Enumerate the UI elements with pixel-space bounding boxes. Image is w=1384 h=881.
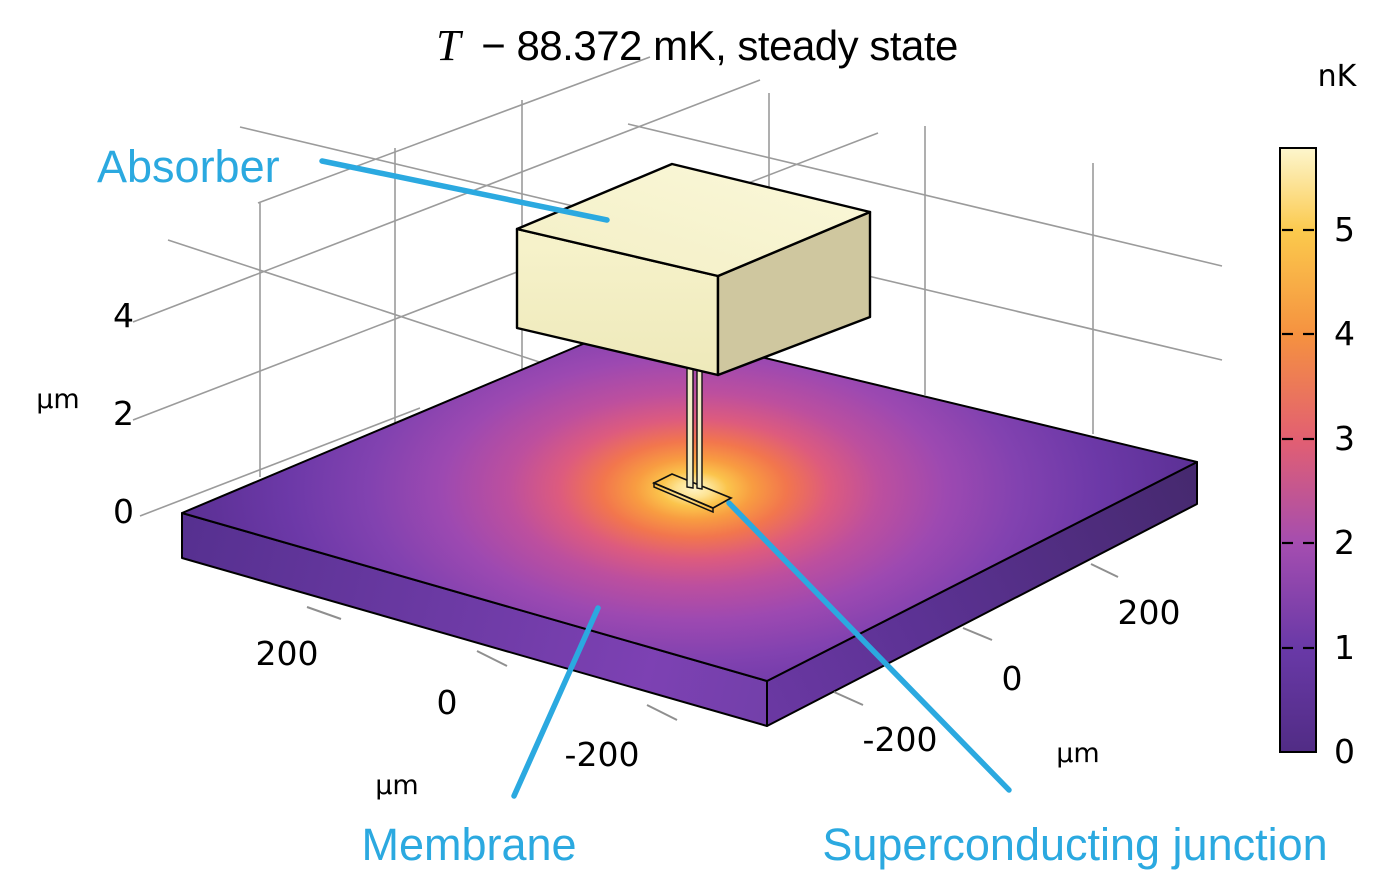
y-tick-label-0: 0 xyxy=(1002,659,1023,698)
y-tick-200 xyxy=(1090,563,1119,578)
colorbar-label-2: 2 xyxy=(1334,523,1355,562)
colorbar-gradient-bar xyxy=(1279,147,1317,753)
x-tick-neg200 xyxy=(646,704,678,721)
plot-title-symbol: T xyxy=(436,21,464,70)
pillar-rod-left xyxy=(686,367,694,489)
colorbar-label-0: 0 xyxy=(1334,732,1355,771)
colorbar-label-3: 3 xyxy=(1334,419,1355,458)
y-axis-unit: μm xyxy=(1056,738,1099,769)
colorbar: nK 5 4 3 2 1 0 xyxy=(1279,59,1358,771)
y-tick-label-neg200: -200 xyxy=(863,720,938,759)
grid-right-wall-low xyxy=(167,239,586,378)
plot-title-rest: − 88.372 mK, steady state xyxy=(481,22,958,69)
membrane-top-face xyxy=(181,324,1198,682)
membrane-slab xyxy=(181,324,1198,727)
grid-z0-line xyxy=(139,407,421,517)
colorbar-label-4: 4 xyxy=(1334,314,1355,353)
x-axis-unit: μm xyxy=(375,770,418,801)
x-tick-0 xyxy=(476,650,508,667)
junction-callout-line xyxy=(726,500,1012,793)
grid-z2-line xyxy=(132,132,879,421)
y-tick-label-200: 200 xyxy=(1118,593,1181,632)
junction-plate-edge xyxy=(653,481,714,514)
x-tick-label-neg200: -200 xyxy=(565,735,640,774)
z-tick-label-4: 4 xyxy=(113,296,134,335)
colorbar-label-5: 5 xyxy=(1334,210,1355,249)
membrane-label: Membrane xyxy=(361,819,576,870)
grid-right-wall-top xyxy=(627,123,1223,267)
colorbar-unit-label: nK xyxy=(1318,59,1358,94)
annotations: Absorber Membrane Superconducting juncti… xyxy=(97,141,1328,870)
colorbar-label-1: 1 xyxy=(1334,628,1355,667)
membrane-callout-line xyxy=(511,605,601,799)
colorbar-ticks xyxy=(1282,228,1314,650)
axis-grid xyxy=(132,56,1223,517)
y-tick-0 xyxy=(962,627,993,641)
grid-wall-top-left xyxy=(257,56,651,204)
z-tick-label-0: 0 xyxy=(113,492,134,531)
plot-title: T − 88.372 mK, steady state xyxy=(436,21,958,70)
z-tick-label-2: 2 xyxy=(113,394,134,433)
x-tick-label-200: 200 xyxy=(256,634,319,673)
absorber-label: Absorber xyxy=(97,141,280,192)
pillar-rod-right xyxy=(696,369,703,490)
grid-z4-line xyxy=(132,79,761,323)
axis-ticks xyxy=(306,563,1119,721)
junction-label: Superconducting junction xyxy=(822,819,1327,870)
superconducting-junction-plate xyxy=(651,473,733,514)
y-tick-neg200 xyxy=(833,691,864,706)
z-axis-unit: μm xyxy=(36,384,79,415)
x-tick-200 xyxy=(306,606,342,620)
absorber-top-face xyxy=(515,162,872,278)
absorber-callout-line xyxy=(319,158,610,223)
axis-labels: 4 2 0 μm 200 0 -200 μm 200 0 -200 μm xyxy=(36,296,1180,801)
x-tick-label-0: 0 xyxy=(437,683,458,722)
absorber-block xyxy=(515,162,872,377)
